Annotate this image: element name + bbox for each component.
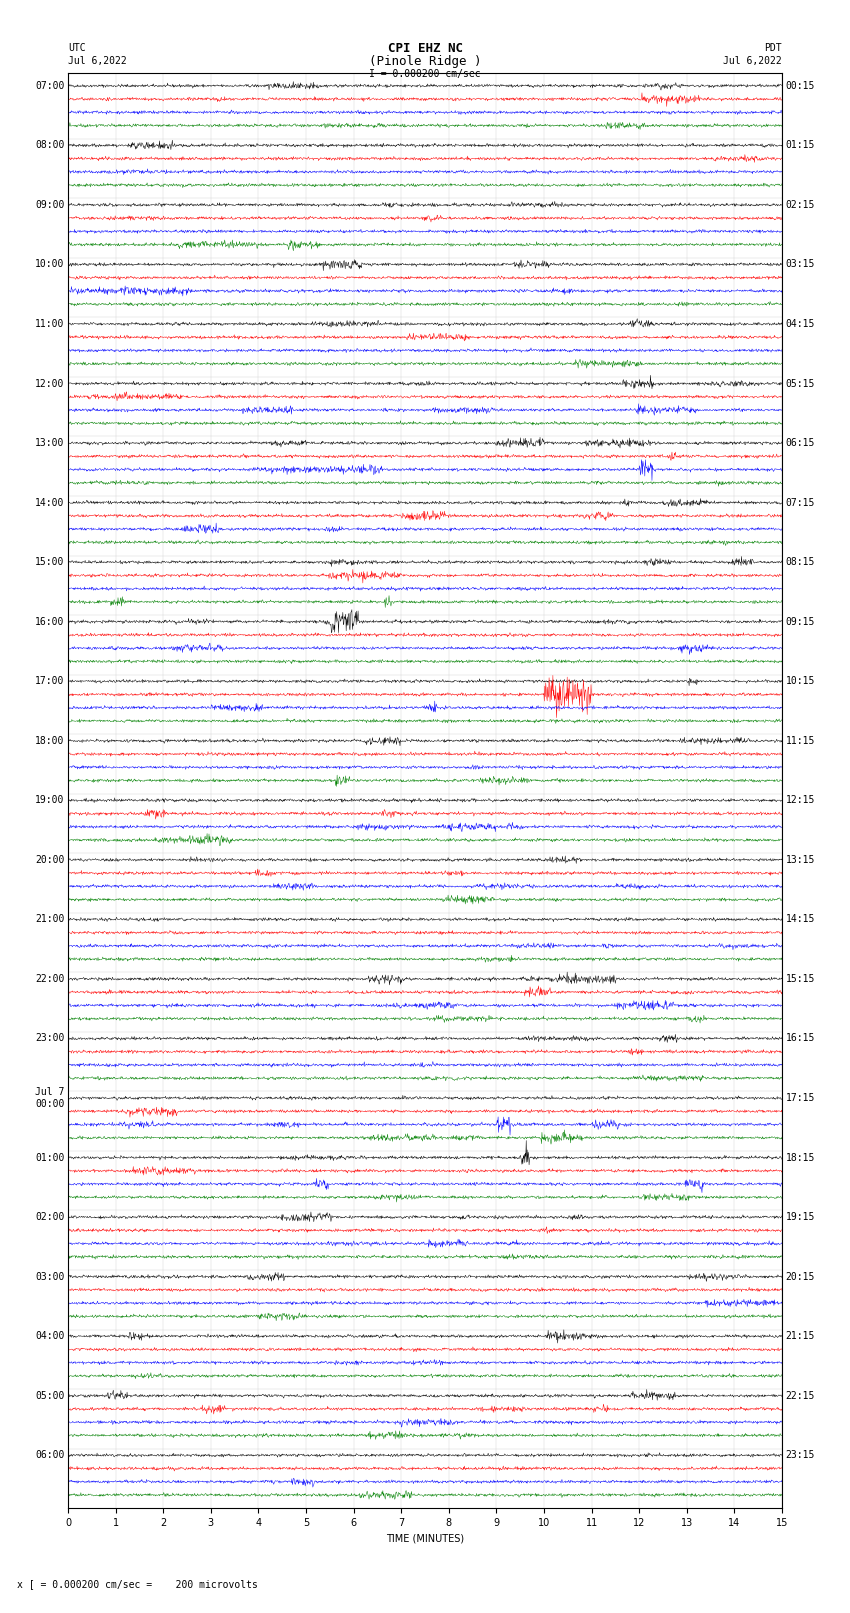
Text: I = 0.000200 cm/sec: I = 0.000200 cm/sec: [369, 69, 481, 79]
Text: 16:00: 16:00: [35, 616, 65, 627]
Text: 19:15: 19:15: [785, 1211, 815, 1223]
Text: 12:00: 12:00: [35, 379, 65, 389]
Text: 06:15: 06:15: [785, 439, 815, 448]
Text: Jul 6,2022: Jul 6,2022: [68, 56, 127, 66]
Text: 10:15: 10:15: [785, 676, 815, 686]
Text: 02:15: 02:15: [785, 200, 815, 210]
Text: 18:00: 18:00: [35, 736, 65, 745]
Text: 06:00: 06:00: [35, 1450, 65, 1460]
Text: 04:15: 04:15: [785, 319, 815, 329]
Text: 07:15: 07:15: [785, 497, 815, 508]
Text: 20:15: 20:15: [785, 1271, 815, 1282]
Text: 15:15: 15:15: [785, 974, 815, 984]
Text: 16:15: 16:15: [785, 1034, 815, 1044]
Text: 14:15: 14:15: [785, 915, 815, 924]
Text: UTC: UTC: [68, 44, 86, 53]
Text: CPI EHZ NC: CPI EHZ NC: [388, 42, 462, 55]
Text: 05:15: 05:15: [785, 379, 815, 389]
Text: 11:15: 11:15: [785, 736, 815, 745]
Text: 22:00: 22:00: [35, 974, 65, 984]
Text: Jul 6,2022: Jul 6,2022: [723, 56, 782, 66]
Text: 13:15: 13:15: [785, 855, 815, 865]
Text: 21:15: 21:15: [785, 1331, 815, 1340]
Text: 10:00: 10:00: [35, 260, 65, 269]
Text: Jul 7
00:00: Jul 7 00:00: [35, 1087, 65, 1108]
Text: 11:00: 11:00: [35, 319, 65, 329]
Text: 03:15: 03:15: [785, 260, 815, 269]
Text: 23:15: 23:15: [785, 1450, 815, 1460]
Text: 18:15: 18:15: [785, 1153, 815, 1163]
Text: 20:00: 20:00: [35, 855, 65, 865]
Text: 13:00: 13:00: [35, 439, 65, 448]
Text: 02:00: 02:00: [35, 1211, 65, 1223]
Text: x [ = 0.000200 cm/sec =    200 microvolts: x [ = 0.000200 cm/sec = 200 microvolts: [17, 1579, 258, 1589]
X-axis label: TIME (MINUTES): TIME (MINUTES): [386, 1534, 464, 1544]
Text: 04:00: 04:00: [35, 1331, 65, 1340]
Text: 05:00: 05:00: [35, 1390, 65, 1400]
Text: 00:15: 00:15: [785, 81, 815, 90]
Text: 01:15: 01:15: [785, 140, 815, 150]
Text: 23:00: 23:00: [35, 1034, 65, 1044]
Text: 17:15: 17:15: [785, 1094, 815, 1103]
Text: PDT: PDT: [764, 44, 782, 53]
Text: 08:00: 08:00: [35, 140, 65, 150]
Text: 21:00: 21:00: [35, 915, 65, 924]
Text: 22:15: 22:15: [785, 1390, 815, 1400]
Text: 03:00: 03:00: [35, 1271, 65, 1282]
Text: 08:15: 08:15: [785, 556, 815, 568]
Text: 01:00: 01:00: [35, 1153, 65, 1163]
Text: 09:00: 09:00: [35, 200, 65, 210]
Text: 15:00: 15:00: [35, 556, 65, 568]
Text: 09:15: 09:15: [785, 616, 815, 627]
Text: 07:00: 07:00: [35, 81, 65, 90]
Text: 14:00: 14:00: [35, 497, 65, 508]
Text: 17:00: 17:00: [35, 676, 65, 686]
Text: 12:15: 12:15: [785, 795, 815, 805]
Text: (Pinole Ridge ): (Pinole Ridge ): [369, 55, 481, 68]
Text: 19:00: 19:00: [35, 795, 65, 805]
